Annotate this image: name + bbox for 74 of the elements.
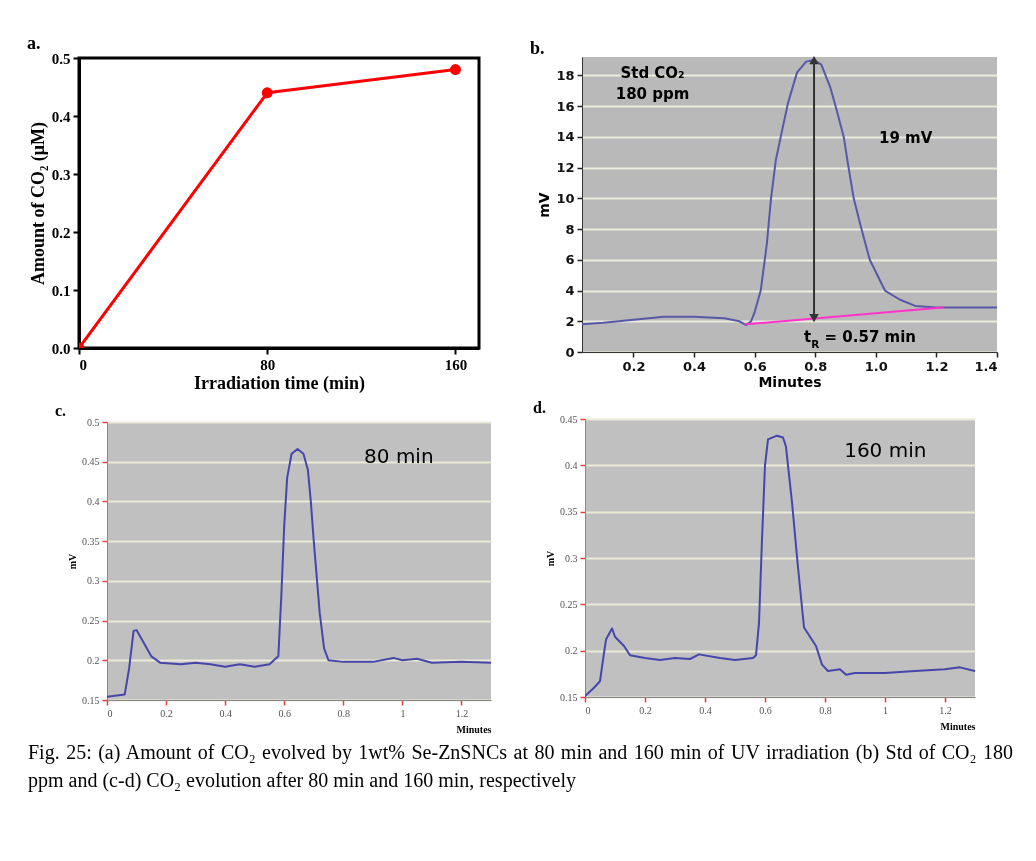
annotation: 160 min (844, 438, 927, 463)
x-tick-label: 0 (107, 707, 113, 719)
x-axis-title: Minutes (940, 720, 976, 732)
x-tick-label: 0.8 (337, 707, 351, 719)
y-tick-label: 16 (556, 98, 575, 114)
chart-title: c. (55, 402, 67, 419)
y-tick-label: 14 (556, 129, 575, 145)
y-tick-label: 0.4 (51, 108, 71, 125)
x-tick-label: 0 (585, 704, 591, 716)
chart-title: d. (533, 399, 546, 416)
point (449, 64, 461, 76)
x-tick-label: 1.2 (455, 707, 469, 719)
y-tick-label: 0.5 (51, 50, 71, 67)
y-tick-label: 0.5 (87, 416, 100, 428)
y-tick-label: 0.45 (82, 456, 100, 468)
y-tick-label: 0.35 (560, 506, 578, 518)
x-tick-label: 0.6 (743, 358, 767, 374)
x-tick-label: 0.4 (699, 704, 712, 716)
y-tick-label: 8 (565, 221, 575, 237)
x-tick-label: 0.8 (804, 358, 828, 374)
point (261, 87, 273, 99)
x-tick-label: 80 (260, 356, 276, 373)
x-axis-title: Minutes (758, 373, 822, 390)
annotation: 19 mV (879, 128, 933, 147)
y-axis-title: Amount of CO₂ (μM) (27, 121, 49, 286)
x-tick-label: 0.2 (639, 704, 652, 716)
caption: Fig. 25: (a) Amount of CO₂ evolved by 1wt% Se-ZnSNCs at 80 min and 160 min of UV irradiation (b) Std of CO₂ 180 ppm and (c-d) CO₂ evolution after 80 min and 160 min, respectively (28, 740, 1013, 794)
y-axis-title: mV (67, 552, 78, 570)
x-tick-label: 0.8 (819, 704, 832, 716)
y-tick-label: 0.3 (87, 575, 100, 587)
chart-title: b. (530, 37, 545, 58)
x-tick-label: 0.2 (622, 358, 646, 374)
x-tick-label: 1.0 (864, 358, 888, 374)
x-tick-label: 1 (883, 704, 888, 716)
x-tick-label: 0.4 (219, 707, 232, 719)
annotation: Std CO₂ 180 ppm (615, 63, 690, 103)
y-tick-label: 0.2 (51, 224, 71, 241)
x-axis-title: Minutes (456, 723, 492, 735)
x-axis-title: Irradiation time (min) (194, 372, 365, 394)
y-tick-label: 10 (556, 190, 575, 206)
y-tick-label: 0 (565, 344, 575, 360)
x-tick-label: 0.6 (759, 704, 772, 716)
x-tick-label: 0.6 (278, 707, 291, 719)
y-axis-title: mV (545, 549, 556, 567)
annotation: 80 min (364, 444, 434, 469)
y-tick-label: 0.35 (82, 535, 100, 547)
y-tick-label: 0.25 (82, 615, 100, 627)
y-tick-label: 18 (556, 67, 575, 83)
y-tick-label: 0.15 (82, 694, 100, 706)
y-tick-label: 0.2 (565, 645, 578, 657)
y-axis-title: mV (536, 192, 553, 218)
x-tick-label: 0.2 (160, 707, 173, 719)
chart-title: a. (27, 33, 41, 53)
y-tick-label: 0.3 (51, 166, 71, 183)
x-tick-label: 1.4 (974, 358, 998, 374)
annotation: t$_{R}$ = 0.57 min (804, 328, 917, 351)
y-tick-label: 0.45 (560, 413, 578, 425)
x-tick-label: 160 (444, 356, 468, 373)
y-tick-label: 0.2 (87, 654, 100, 666)
x-tick-label: 1.2 (939, 704, 952, 716)
y-tick-label: 2 (565, 313, 575, 329)
y-tick-label: 0.1 (51, 282, 71, 299)
x-tick-label: 1.2 (925, 358, 949, 374)
y-tick-label: 0.4 (87, 495, 100, 507)
y-tick-label: 0.4 (565, 459, 578, 471)
y-tick-label: 0.15 (560, 691, 578, 703)
x-tick-label: 1 (400, 707, 406, 719)
y-tick-label: 0.25 (560, 598, 578, 610)
x-tick-label: 0.4 (683, 358, 707, 374)
y-tick-label: 0.3 (565, 552, 578, 564)
y-tick-label: 6 (565, 252, 575, 268)
y-tick-label: 12 (556, 160, 575, 176)
y-tick-label: 0.0 (51, 340, 71, 357)
y-tick-label: 4 (565, 283, 575, 299)
